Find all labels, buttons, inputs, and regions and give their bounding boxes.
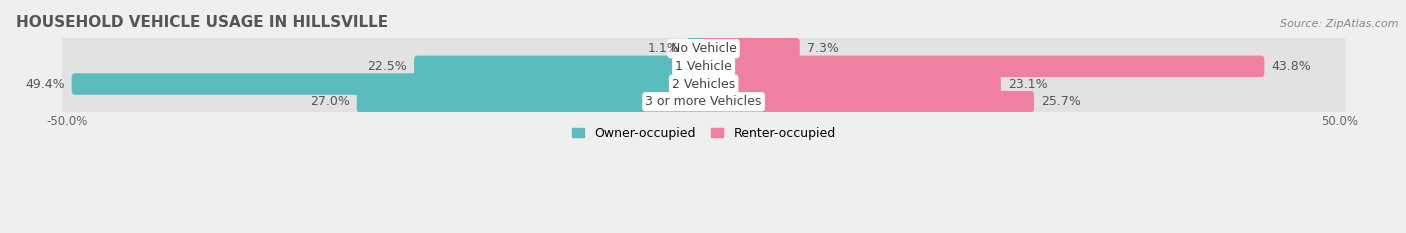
- Text: 7.3%: 7.3%: [807, 42, 838, 55]
- Text: 22.5%: 22.5%: [367, 60, 408, 73]
- Text: 1 Vehicle: 1 Vehicle: [675, 60, 733, 73]
- FancyBboxPatch shape: [413, 56, 707, 77]
- FancyBboxPatch shape: [357, 91, 707, 113]
- FancyBboxPatch shape: [700, 73, 1001, 95]
- Legend: Owner-occupied, Renter-occupied: Owner-occupied, Renter-occupied: [567, 122, 841, 145]
- Text: 27.0%: 27.0%: [309, 95, 350, 108]
- Text: 2 Vehicles: 2 Vehicles: [672, 78, 735, 91]
- FancyBboxPatch shape: [62, 86, 1346, 117]
- Text: 43.8%: 43.8%: [1271, 60, 1312, 73]
- Text: 1.1%: 1.1%: [648, 42, 679, 55]
- Text: 23.1%: 23.1%: [1008, 78, 1047, 91]
- Text: Source: ZipAtlas.com: Source: ZipAtlas.com: [1281, 19, 1399, 29]
- Text: HOUSEHOLD VEHICLE USAGE IN HILLSVILLE: HOUSEHOLD VEHICLE USAGE IN HILLSVILLE: [17, 15, 388, 30]
- Text: 3 or more Vehicles: 3 or more Vehicles: [645, 95, 762, 108]
- Text: 49.4%: 49.4%: [25, 78, 65, 91]
- FancyBboxPatch shape: [700, 38, 800, 59]
- FancyBboxPatch shape: [62, 51, 1346, 82]
- FancyBboxPatch shape: [686, 38, 707, 59]
- FancyBboxPatch shape: [700, 91, 1033, 113]
- FancyBboxPatch shape: [700, 56, 1264, 77]
- FancyBboxPatch shape: [62, 69, 1346, 99]
- Text: No Vehicle: No Vehicle: [671, 42, 737, 55]
- Text: 25.7%: 25.7%: [1040, 95, 1081, 108]
- FancyBboxPatch shape: [62, 33, 1346, 64]
- FancyBboxPatch shape: [72, 73, 707, 95]
